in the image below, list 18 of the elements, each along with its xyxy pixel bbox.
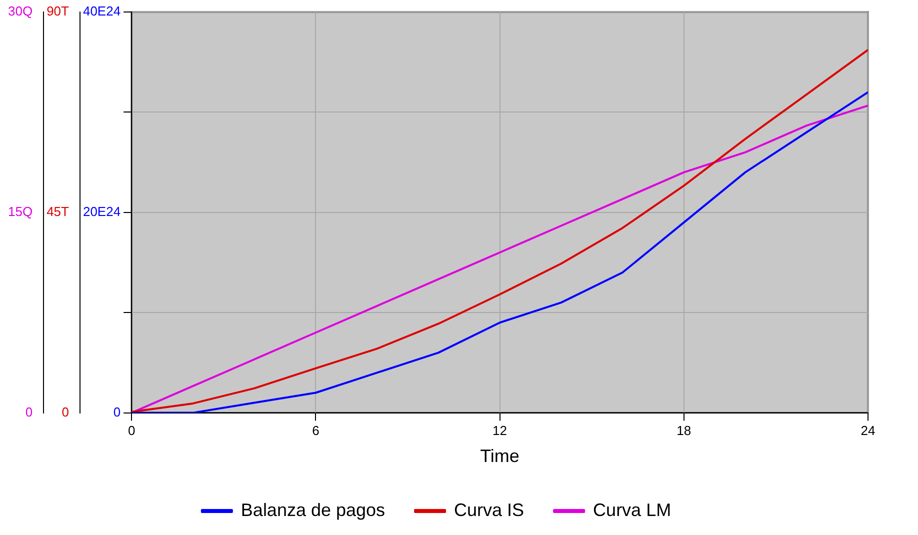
- x-tick-label: 6: [312, 423, 320, 438]
- y-tick-label: 40E24: [82, 4, 121, 19]
- legend-label: Curva LM: [593, 500, 672, 520]
- y-tick-label: 20E24: [82, 204, 121, 219]
- x-axis-title: Time: [480, 446, 520, 466]
- y3-tick-label: 15Q: [8, 204, 33, 219]
- legend-label: Balanza de pagos: [240, 500, 386, 520]
- x-tick-label: 24: [860, 423, 876, 438]
- y2-tick-label: 0: [62, 404, 69, 420]
- y2-tick-label: 90T: [46, 4, 70, 19]
- x-tick-label: 0: [128, 423, 136, 438]
- y3-tick-label: 0: [25, 404, 33, 420]
- y-tick-label: 0: [113, 404, 121, 420]
- x-tick-label: 12: [492, 423, 508, 438]
- y2-tick-label: 45T: [46, 204, 70, 219]
- x-tick-label: 18: [676, 423, 692, 438]
- y3-tick-label: 30Q: [8, 4, 33, 19]
- legend-label: Curva IS: [454, 500, 524, 520]
